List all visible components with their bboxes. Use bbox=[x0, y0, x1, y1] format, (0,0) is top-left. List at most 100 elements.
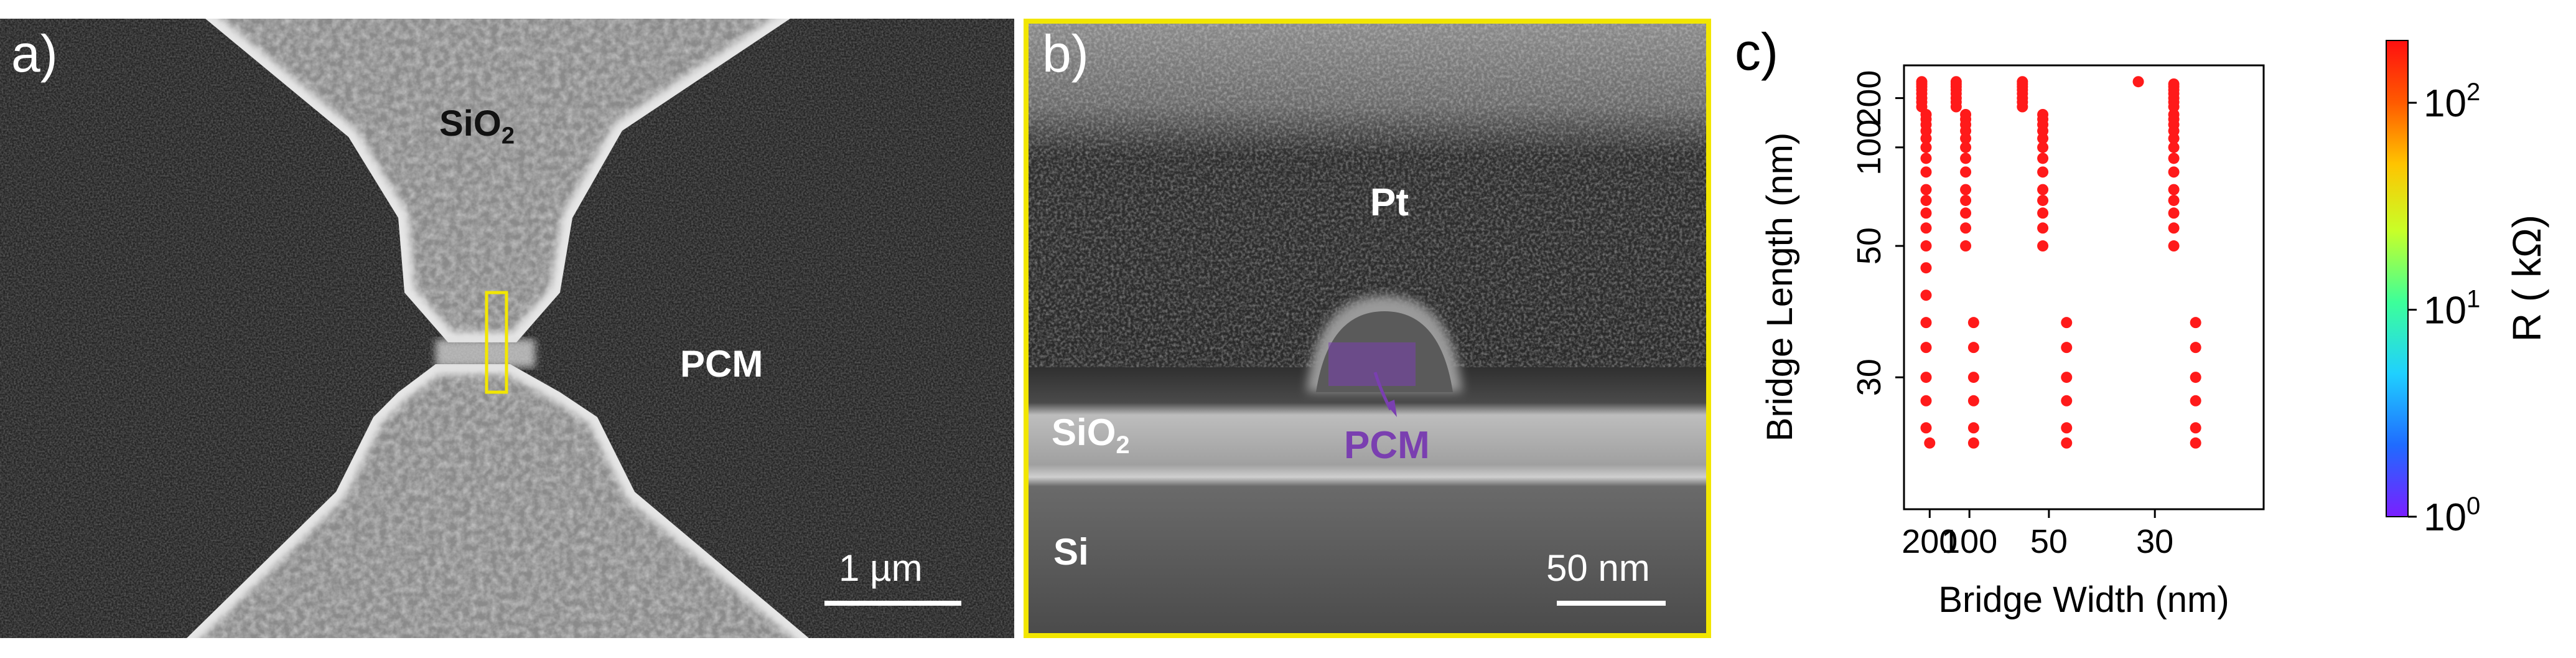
data-point bbox=[2061, 317, 2073, 329]
panel-a-sem-image bbox=[0, 19, 1014, 638]
data-point bbox=[1924, 437, 1936, 449]
data-point bbox=[1920, 240, 1932, 252]
data-point bbox=[2017, 101, 2028, 113]
data-point bbox=[1920, 141, 1932, 153]
data-point bbox=[2168, 240, 2180, 252]
panel-b-frame bbox=[1024, 19, 1711, 638]
data-point bbox=[2190, 395, 2201, 407]
panel-a-pcm-label: PCM bbox=[680, 343, 763, 385]
data-point bbox=[2132, 76, 2144, 88]
y-tick-label: 50 bbox=[1850, 227, 1888, 265]
data-point bbox=[1960, 207, 1972, 219]
data-points bbox=[1916, 76, 2201, 449]
data-point bbox=[1920, 207, 1932, 219]
colorbar-ticks: 102 101 100 bbox=[2408, 78, 2480, 539]
data-point bbox=[2061, 437, 2073, 449]
data-point bbox=[2168, 184, 2180, 195]
x-tick-label: 200 bbox=[1902, 523, 1958, 560]
colorbar-tick-label: 102 bbox=[2424, 78, 2480, 125]
data-point bbox=[1920, 422, 1932, 434]
x-tick-label: 100 bbox=[1941, 523, 1997, 560]
data-point bbox=[2168, 133, 2180, 144]
data-point bbox=[2168, 153, 2180, 164]
y-tick-label: 100 bbox=[1850, 120, 1888, 176]
data-point bbox=[2190, 317, 2201, 329]
data-point bbox=[1960, 240, 1972, 252]
data-point bbox=[2168, 194, 2180, 206]
panel-b-label: b) bbox=[1042, 24, 1089, 83]
data-point bbox=[2190, 342, 2201, 354]
data-point bbox=[1920, 184, 1932, 195]
data-point bbox=[1920, 395, 1932, 407]
data-point bbox=[1920, 194, 1932, 206]
data-point bbox=[2037, 207, 2049, 219]
data-point bbox=[2061, 342, 2073, 354]
colorbar bbox=[2386, 40, 2409, 517]
data-point bbox=[2190, 437, 2201, 449]
panel-a-sio2-label: SiO2 bbox=[439, 103, 515, 149]
panel-a-label: a) bbox=[11, 24, 58, 83]
data-point bbox=[1967, 437, 1979, 449]
colorbar-label: R ( kΩ) bbox=[2504, 215, 2549, 342]
panel-b-scale-bar-text: 50 nm bbox=[1546, 547, 1650, 589]
panel-b-scale-bar bbox=[1557, 601, 1666, 606]
data-point bbox=[1920, 133, 1932, 144]
data-point bbox=[2061, 372, 2073, 383]
panel-b-sem-image bbox=[1024, 19, 1711, 638]
data-point bbox=[1920, 289, 1932, 301]
panel-a-scale-bar-text: 1 µm bbox=[839, 547, 923, 589]
data-point bbox=[1920, 153, 1932, 164]
plot-area bbox=[1903, 64, 2265, 510]
data-point bbox=[1960, 222, 1972, 234]
data-point bbox=[1967, 395, 1979, 407]
pcm-region bbox=[1328, 342, 1416, 386]
data-point bbox=[1920, 317, 1932, 329]
data-point bbox=[1920, 372, 1932, 383]
panel-b-sio2-label: SiO2 bbox=[1052, 411, 1130, 459]
data-point bbox=[1960, 166, 1972, 178]
data-point bbox=[2037, 153, 2049, 164]
data-point bbox=[2037, 222, 2049, 234]
y-axis-label: Bridge Length (nm) bbox=[1760, 133, 1800, 441]
data-point bbox=[2168, 166, 2180, 178]
colorbar-tick-label: 100 bbox=[2424, 492, 2480, 539]
data-point bbox=[1950, 101, 1962, 113]
data-point bbox=[1967, 342, 1979, 354]
data-point bbox=[2037, 240, 2049, 252]
data-point bbox=[1960, 194, 1972, 206]
data-point bbox=[2190, 422, 2201, 434]
data-point bbox=[1967, 372, 1979, 383]
x-tick-label: 30 bbox=[2136, 523, 2173, 560]
data-point bbox=[2037, 166, 2049, 178]
data-point bbox=[2190, 372, 2201, 383]
panel-b-pt-label: Pt bbox=[1370, 181, 1409, 224]
data-point bbox=[1967, 422, 1979, 434]
data-point bbox=[1920, 166, 1932, 178]
data-point bbox=[2037, 141, 2049, 153]
data-point bbox=[2037, 133, 2049, 144]
data-point bbox=[2168, 222, 2180, 234]
data-point bbox=[2061, 422, 2073, 434]
colorbar-tick-label: 101 bbox=[2424, 286, 2480, 332]
data-point bbox=[1960, 141, 1972, 153]
panel-b-pcm-label: PCM bbox=[1344, 424, 1430, 467]
data-point bbox=[1960, 153, 1972, 164]
data-point bbox=[1920, 342, 1932, 354]
data-point bbox=[2168, 207, 2180, 219]
data-point bbox=[2061, 395, 2073, 407]
y-tick-label: 30 bbox=[1850, 359, 1888, 396]
data-point bbox=[1967, 317, 1979, 329]
panel-b-si-label: Si bbox=[1053, 531, 1089, 573]
data-point bbox=[1920, 222, 1932, 234]
y-tick-label: 200 bbox=[1850, 70, 1888, 126]
bridge-highlight-box bbox=[485, 291, 508, 394]
panel-c-label: c) bbox=[1735, 22, 1778, 81]
x-axis-label: Bridge Width (nm) bbox=[1938, 580, 2229, 620]
data-point bbox=[1920, 262, 1932, 274]
data-point bbox=[2037, 194, 2049, 206]
data-point bbox=[1960, 184, 1972, 195]
data-point bbox=[2168, 101, 2180, 113]
